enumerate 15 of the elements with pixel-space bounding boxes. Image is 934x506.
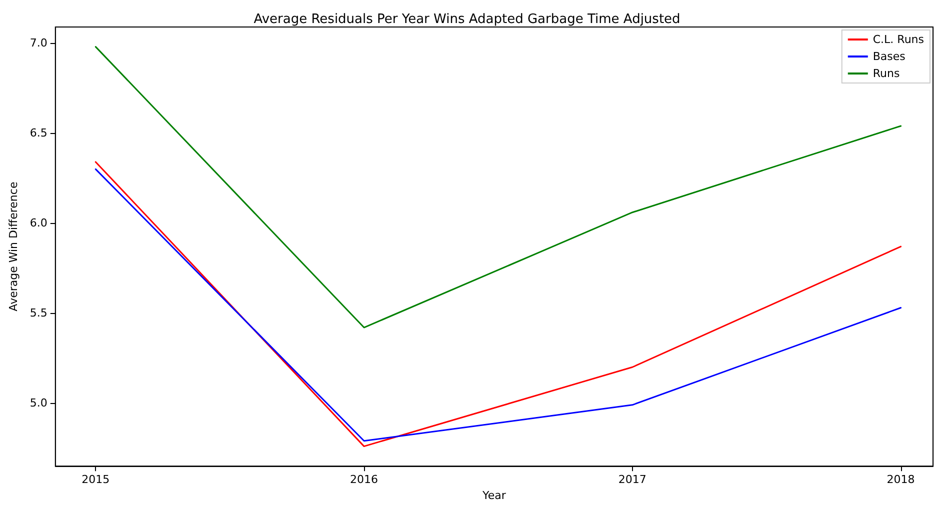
y-tick-label: 6.5 xyxy=(30,126,48,140)
y-tick-label: 6.0 xyxy=(30,216,48,230)
chart-title: Average Residuals Per Year Wins Adapted Garbage Time Adjusted xyxy=(254,12,680,27)
legend-label: Bases xyxy=(872,50,906,63)
x-axis-title: Year xyxy=(482,489,506,502)
legend-label: C.L. Runs xyxy=(872,33,924,46)
y-tick-label: 7.0 xyxy=(30,36,48,50)
y-tick-label: 5.5 xyxy=(30,306,48,320)
y-axis-title: Average Win Difference xyxy=(7,182,20,312)
x-tick-label: 2016 xyxy=(350,473,378,486)
y-tick-label: 5.0 xyxy=(30,396,48,410)
legend-label: Runs xyxy=(872,67,900,80)
x-tick-label: 2018 xyxy=(886,473,915,486)
x-tick-label: 2015 xyxy=(82,473,110,486)
x-tick-label: 2017 xyxy=(618,473,646,486)
